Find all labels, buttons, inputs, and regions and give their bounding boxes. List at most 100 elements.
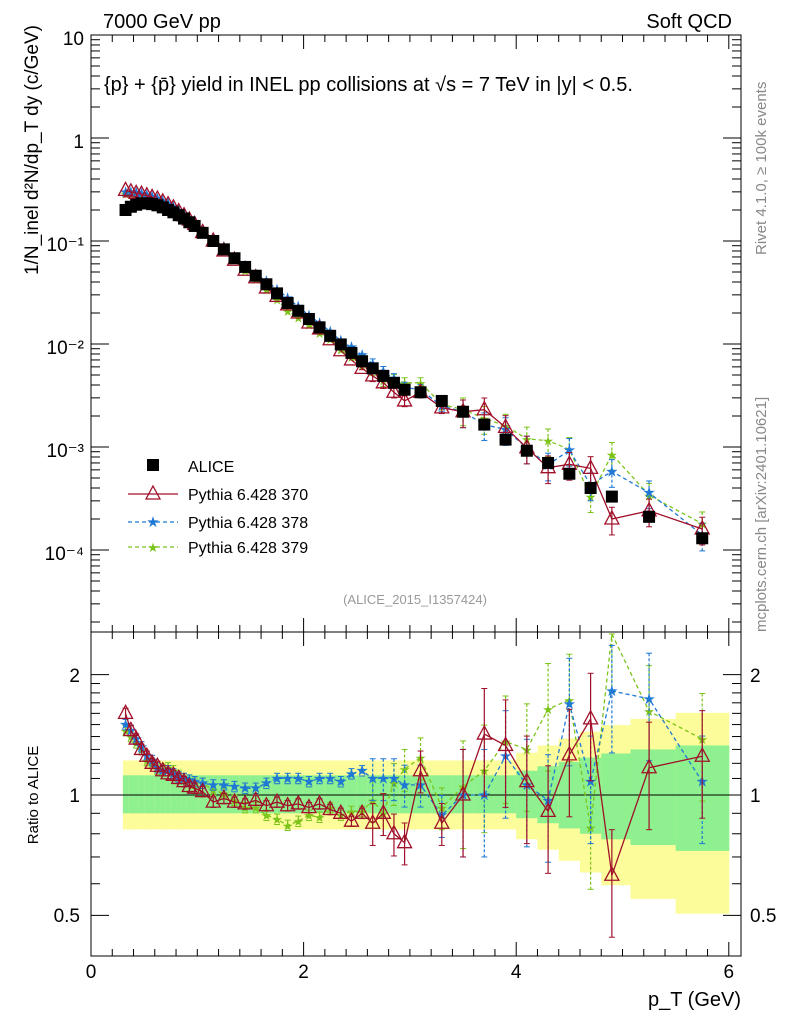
ratio-tick-label-0.5: 0.5 — [54, 906, 80, 927]
data-point-alice — [414, 386, 427, 399]
y-tick-label-1e-2: 10⁻² — [47, 338, 85, 359]
y-axis-label-main: 1/N_inel d²N/dp_T dy (c/GeV) — [22, 25, 43, 275]
data-point-alice — [228, 252, 241, 265]
y-tick-label-1e-4: 10⁻⁴ — [45, 544, 84, 565]
band-inner-bin — [346, 775, 358, 814]
data-point-alice — [478, 418, 491, 431]
data-point-378: ★ — [345, 766, 358, 783]
ratio-tick-label-right-1: 1 — [750, 786, 761, 807]
legend-label-alice: ALICE — [188, 459, 234, 476]
band-inner-bin — [149, 775, 156, 814]
band-inner-bin — [186, 775, 193, 814]
legend-marker-379: ★ — [147, 540, 159, 555]
data-point-378: ★ — [228, 779, 241, 796]
data-point-370 — [433, 813, 450, 829]
ratio-tick-label-right-2: 2 — [750, 666, 761, 687]
data-point-379: ★ — [643, 704, 655, 719]
data-point-alice — [249, 269, 262, 282]
data-point-379: ★ — [303, 808, 315, 823]
data-point-370 — [175, 772, 193, 788]
data-point-alice — [542, 456, 555, 469]
data-point-378: ★ — [605, 463, 618, 480]
band-inner-bin — [133, 775, 140, 814]
y-axis-label-ratio: Ratio to ALICE — [25, 746, 42, 844]
data-point-378: ★ — [217, 777, 230, 794]
data-point-370 — [497, 418, 514, 434]
y-tick-label-10: 10 — [63, 29, 84, 50]
data-point-370 — [497, 736, 514, 752]
data-point-alice — [324, 329, 337, 342]
data-point-370 — [353, 803, 371, 819]
x-tick-label-2: 2 — [298, 962, 309, 983]
data-point-378: ★ — [292, 770, 305, 787]
data-point-379: ★ — [314, 810, 326, 825]
data-point-alice — [271, 287, 284, 300]
process-label: Soft QCD — [646, 11, 732, 33]
data-point-alice — [387, 376, 400, 389]
data-point-370 — [215, 789, 232, 805]
data-point-378: ★ — [377, 770, 390, 787]
data-point-370 — [300, 798, 318, 814]
band-inner-bin — [181, 775, 188, 814]
data-point-379: ★ — [388, 776, 400, 791]
data-point-370 — [181, 777, 198, 793]
data-point-378: ★ — [207, 777, 220, 794]
data-point-alice — [313, 321, 326, 334]
band-inner-bin — [128, 775, 135, 814]
data-point-379: ★ — [606, 447, 618, 462]
data-point-alice — [696, 532, 709, 545]
data-point-378: ★ — [238, 780, 251, 797]
data-point-378: ★ — [605, 683, 618, 700]
data-point-370 — [476, 400, 493, 416]
band-inner-bin — [601, 753, 631, 840]
data-point-370 — [290, 794, 307, 810]
data-point-alice — [377, 369, 390, 382]
legend-marker-378: ★ — [146, 514, 159, 531]
data-point-370 — [117, 181, 134, 197]
ratio-uncertainty-bands — [122, 712, 730, 914]
data-point-379: ★ — [542, 434, 554, 449]
ratio-tick-label-right-0.5: 0.5 — [750, 906, 776, 927]
legend-marker-370 — [144, 484, 162, 500]
data-point-alice — [356, 355, 369, 368]
x-tick-label-4: 4 — [511, 962, 522, 983]
data-point-alice — [366, 362, 379, 375]
data-point-370 — [322, 800, 339, 816]
band-inner-bin — [138, 775, 145, 814]
data-point-alice — [563, 467, 576, 480]
data-point-alice — [196, 226, 209, 239]
ratio-plot-frame — [90, 631, 742, 957]
data-point-370 — [385, 382, 403, 398]
data-point-370 — [364, 813, 381, 829]
legend: ALICE Pythia 6.428 370 ★ Pythia 6.428 37… — [128, 459, 308, 557]
axis-ticks — [90, 34, 741, 956]
data-point-370 — [279, 796, 296, 812]
data-point-370 — [311, 794, 328, 810]
data-point-379: ★ — [292, 814, 304, 829]
ratio-line-p378 — [125, 690, 703, 817]
data-point-alice — [520, 444, 533, 457]
rivet-version-label: Rivet 4.1.0, ≥ 100k events — [753, 82, 770, 255]
data-point-370 — [138, 746, 155, 762]
data-point-370 — [205, 792, 222, 808]
band-inner-bin — [282, 775, 294, 814]
data-point-alice — [643, 510, 656, 523]
data-point-370 — [476, 724, 493, 740]
data-point-370 — [454, 785, 472, 801]
data-point-370 — [412, 761, 429, 777]
data-point-alice — [292, 304, 305, 317]
data-point-370 — [343, 811, 360, 827]
data-point-alice — [239, 260, 252, 273]
band-inner-bin — [399, 775, 414, 814]
data-point-370 — [385, 824, 403, 840]
data-point-370 — [375, 803, 392, 819]
data-point-370 — [332, 803, 349, 819]
band-inner-bin — [239, 775, 251, 814]
band-inner-bin — [250, 775, 262, 814]
band-inner-bin — [191, 775, 200, 814]
x-tick-label-6: 6 — [724, 962, 735, 983]
data-point-370 — [117, 703, 134, 720]
data-point-alice — [207, 235, 220, 247]
data-point-370 — [186, 778, 203, 794]
